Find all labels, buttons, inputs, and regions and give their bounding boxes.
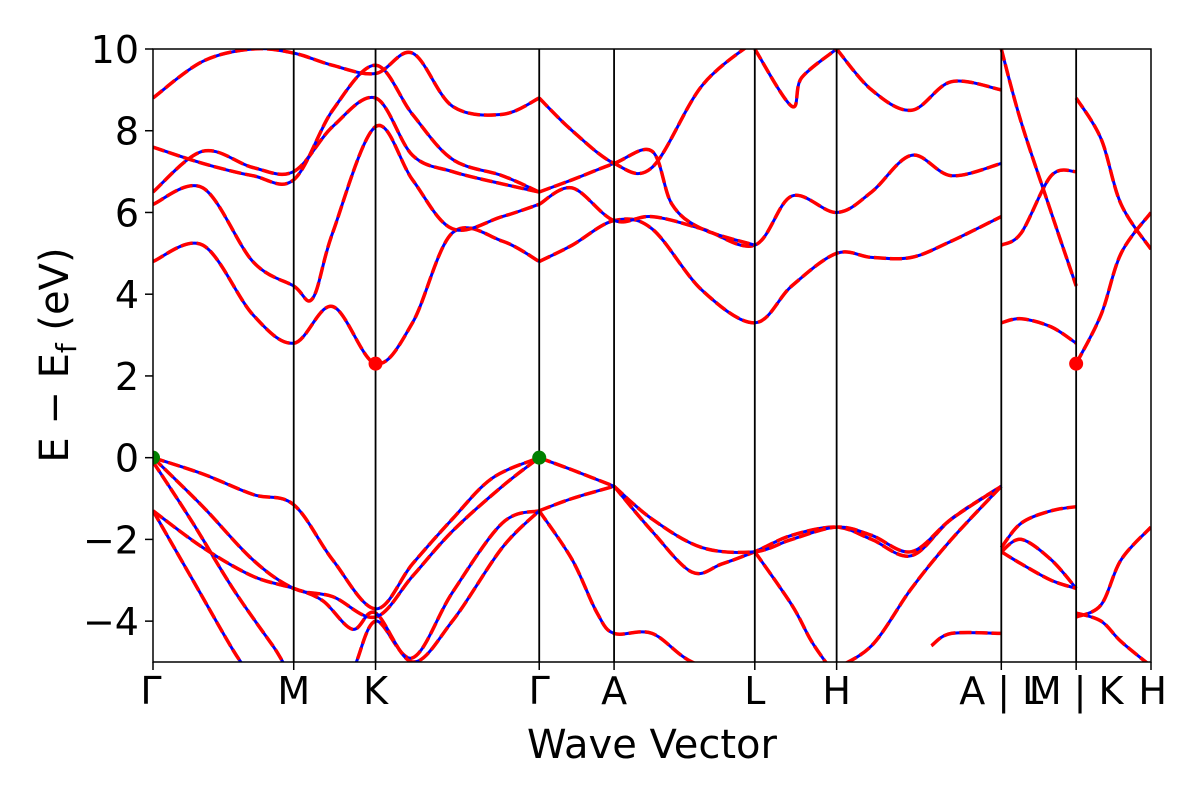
y-tick-label-0: −4 (83, 600, 139, 644)
band-29-dashed (1000, 168, 1077, 247)
high-symmetry-lines (292, 49, 1078, 662)
band-26-dashed (537, 49, 747, 176)
band-10-dashed (753, 550, 828, 662)
y-tick-label-4: 4 (115, 273, 139, 317)
band-0-solid (153, 456, 540, 611)
band-24-dashed (153, 49, 541, 117)
band-16-solid (1075, 611, 1149, 662)
band-7-dashed (537, 509, 697, 662)
band-20-solid (538, 215, 1002, 325)
band-11-dashed (844, 485, 1003, 662)
band-19-dashed (153, 123, 540, 303)
y-tick-label-6: 8 (115, 110, 139, 154)
band-16-dashed (1075, 611, 1149, 662)
band-18-solid (153, 226, 540, 366)
band-33-dashed (1074, 97, 1151, 251)
band-29-solid (1000, 168, 1077, 247)
y-axis-label-sub: f (50, 342, 83, 353)
band-2-solid (153, 460, 540, 662)
x-tick-label-3: Γ (529, 669, 550, 713)
band-7-solid (537, 509, 696, 662)
x-tick-label-5: L (744, 669, 765, 713)
band-14-dashed (1000, 550, 1077, 591)
band-12-dashed (930, 630, 1002, 648)
band-13-dashed (1000, 537, 1078, 590)
band-25-solid (538, 148, 756, 247)
y-tick-label-1: −2 (83, 518, 139, 562)
x-axis-label: Wave Vector (527, 722, 778, 768)
band-6-dashed (538, 484, 615, 513)
band-4-dashed (153, 509, 243, 662)
x-axis-ticks: Γ M K Γ A L H A | LM | K H (140, 662, 1167, 714)
y-tick-label-5: 6 (115, 191, 139, 235)
band-28-dashed (835, 49, 1002, 113)
x-tick-label-8: M | K (1029, 669, 1125, 714)
band-8-dashed (612, 484, 1003, 576)
band-12-solid (930, 631, 1002, 647)
x-tick-label-4: A (601, 669, 627, 713)
band-23-dashed (153, 63, 540, 194)
y-tick-label-2: 0 (115, 437, 139, 481)
x-tick-label-6: H (822, 669, 851, 713)
x-tick-label-0: Γ (140, 669, 161, 713)
band-20-dashed (538, 215, 1003, 325)
plot-frame (152, 48, 1152, 663)
band-5-dashed (538, 456, 615, 488)
band-23-solid (153, 63, 540, 194)
band-26-solid (538, 49, 747, 176)
y-axis-ticks: −4 −2 0 2 4 6 8 10 (83, 28, 153, 644)
y-axis-label-main: E − E (32, 353, 78, 463)
band-21-dashed (538, 153, 1002, 248)
band-22-dashed (153, 95, 540, 194)
band-1-solid (153, 456, 541, 619)
band-27-solid (753, 49, 838, 109)
band-13-solid (1000, 537, 1078, 590)
x-tick-label-1: M (277, 669, 310, 713)
band-21-solid (538, 153, 1002, 248)
band-1-dashed (153, 456, 541, 620)
band-15-dashed (999, 504, 1077, 549)
y-axis-label: E − Ef (eV) (32, 247, 83, 462)
band-3-dashed (153, 509, 541, 662)
x-tick-label-2: K (363, 669, 389, 713)
y-tick-label-3: 2 (115, 355, 139, 399)
y-tick-label-7: 10 (91, 28, 139, 72)
band-17-dashed (1075, 525, 1151, 619)
y-axis-label-space (32, 331, 78, 344)
y-axis-label-unit: (eV) (32, 247, 78, 330)
vbm-marker-1 (532, 450, 547, 465)
band-31-dashed (999, 49, 1078, 287)
band-2-dashed (153, 460, 540, 662)
band-30-dashed (1000, 316, 1078, 345)
cbm-marker-3 (1069, 356, 1084, 371)
vbm-marker-0 (153, 450, 160, 465)
band-0-dashed (153, 456, 540, 611)
x-tick-label-7: A | L (959, 669, 1043, 714)
band-25-dashed (538, 147, 756, 247)
cbm-marker-2 (368, 356, 383, 371)
band-lines (153, 49, 1151, 662)
band-3-solid (153, 509, 541, 662)
band-14-solid (1000, 550, 1077, 590)
band-9-solid (613, 485, 1003, 554)
band-edge-markers (153, 356, 1084, 465)
band-18-dashed (153, 226, 541, 366)
x-tick-label-9: H (1138, 669, 1167, 713)
band-9-dashed (612, 484, 1003, 555)
